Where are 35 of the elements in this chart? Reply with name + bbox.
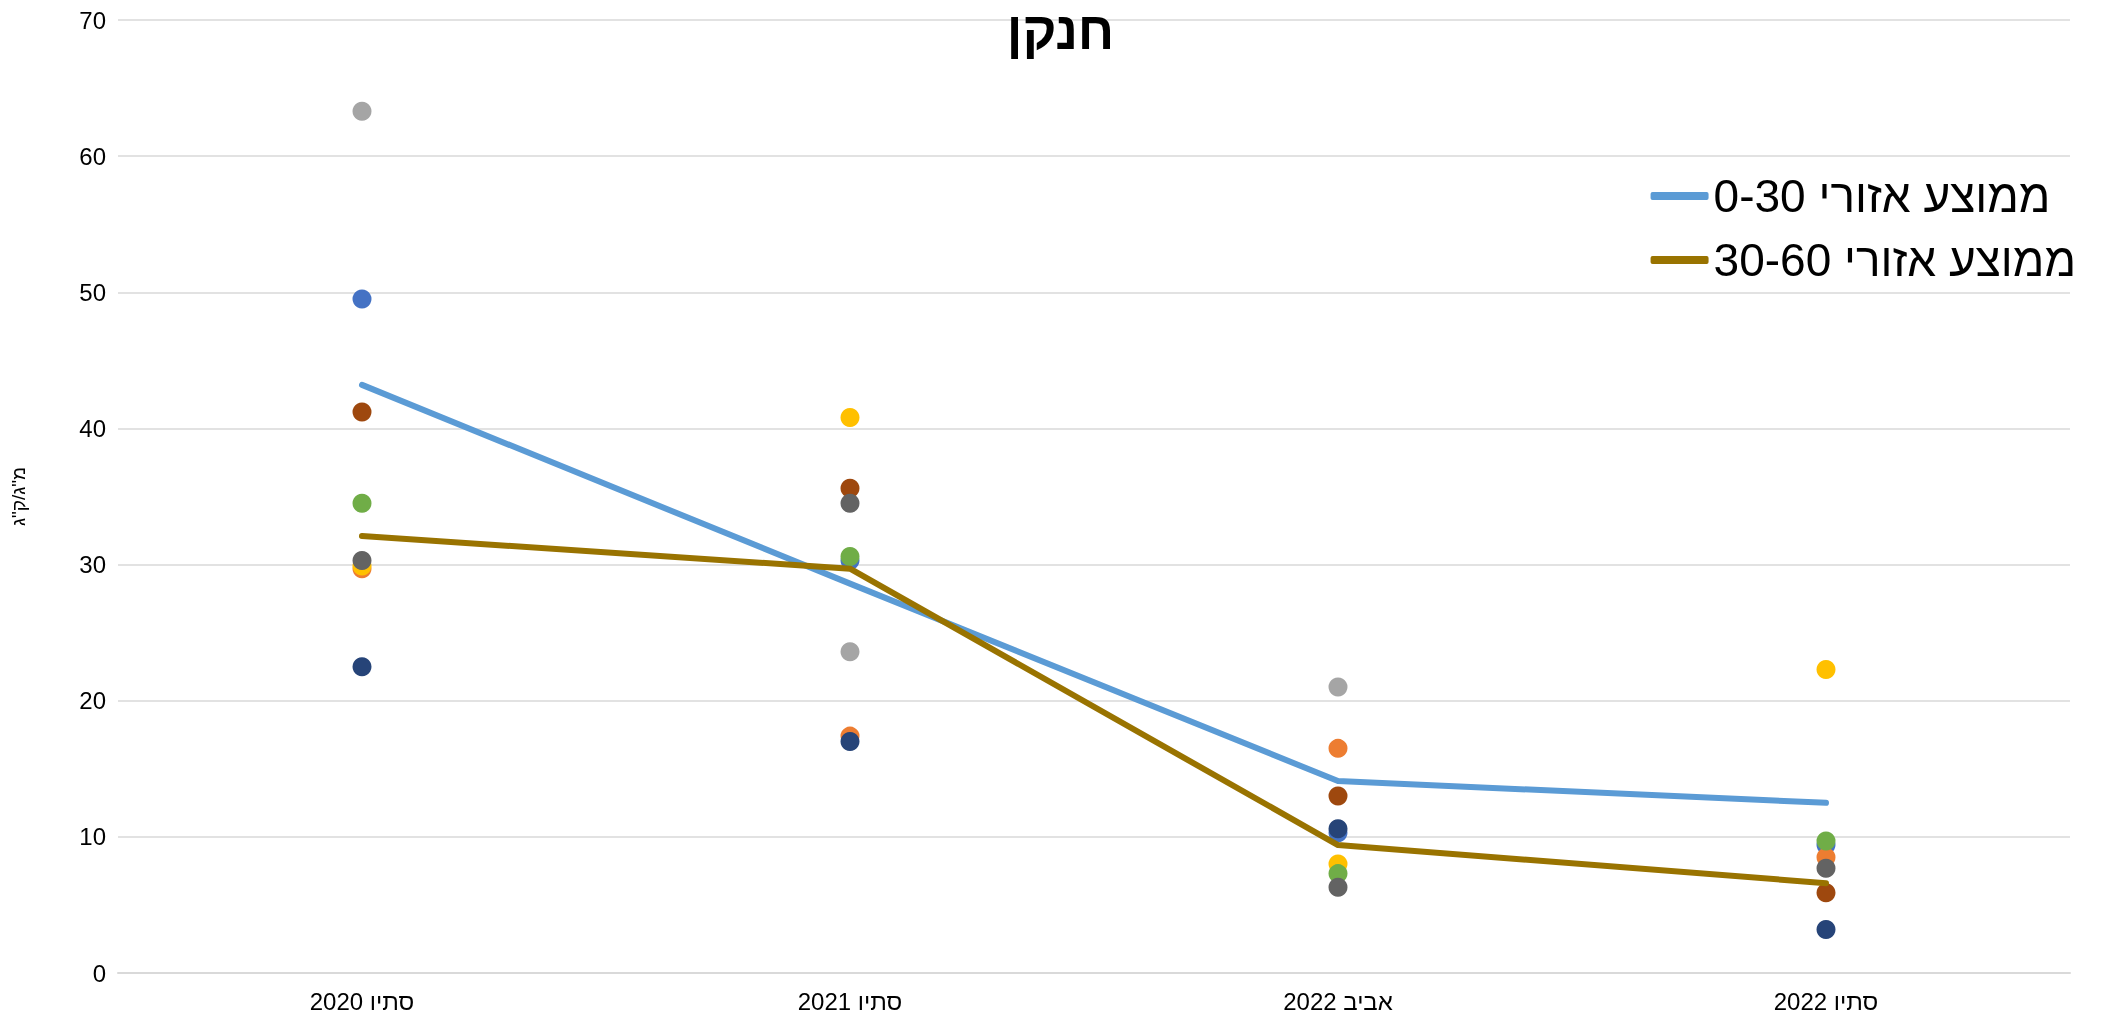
point: [352, 101, 372, 121]
point: [1816, 883, 1836, 903]
y-tick-label: 10: [79, 823, 106, 851]
point: [1816, 919, 1836, 939]
point: [840, 732, 860, 752]
y-axis-title: מ"ג/ק"ג: [8, 466, 29, 527]
y-tick-label: 40: [79, 414, 106, 442]
point: [1328, 677, 1348, 697]
legend-label: ממוצע אזורי 0-30: [1713, 170, 2051, 222]
point: [1328, 738, 1348, 758]
point: [352, 657, 372, 677]
x-tick-label: סתיו 2020: [309, 987, 415, 1015]
point: [1328, 877, 1348, 897]
point: [352, 289, 372, 309]
y-tick-label: 50: [79, 278, 106, 306]
point: [352, 550, 372, 570]
point: [1816, 659, 1836, 679]
x-tick-label: סתיו 2021: [797, 987, 903, 1015]
point: [1816, 858, 1836, 878]
chart-title: חנקן: [1006, 2, 1115, 60]
y-tick-label: 0: [92, 959, 106, 987]
y-tick-label: 60: [79, 142, 106, 170]
x-tick-label: אביב 2022: [1283, 987, 1393, 1015]
point: [840, 493, 860, 513]
point: [1328, 786, 1348, 806]
y-tick-label: 30: [79, 551, 106, 579]
y-tick-label: 20: [79, 687, 106, 715]
x-tick-label: סתיו 2022: [1773, 987, 1879, 1015]
y-tick-label: 70: [79, 6, 106, 34]
point: [352, 493, 372, 513]
point: [840, 408, 860, 428]
point: [1816, 831, 1836, 851]
point: [352, 402, 372, 422]
point: [840, 642, 860, 662]
legend-label: ממוצע אזורי 30-60: [1713, 234, 2077, 286]
